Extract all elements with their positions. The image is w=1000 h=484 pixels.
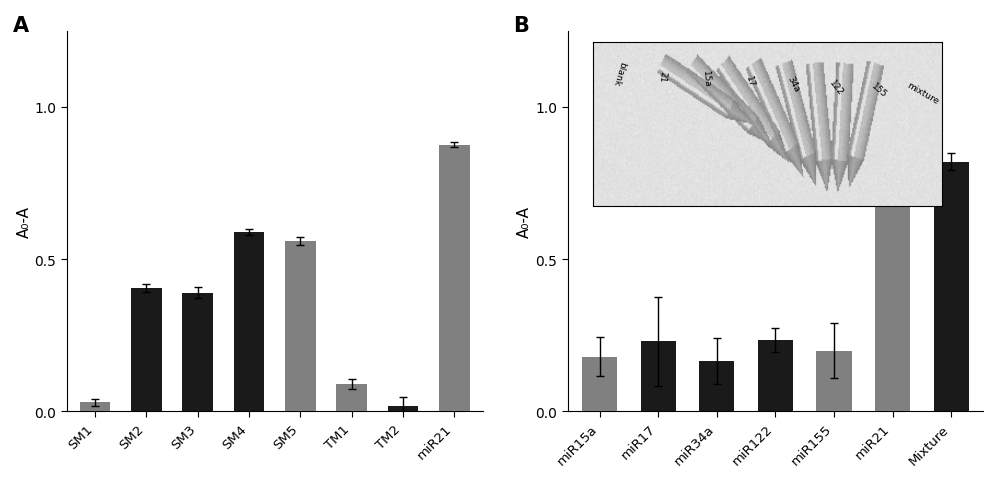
Bar [388,406,418,411]
Bar [182,293,213,411]
Bar [131,288,162,411]
Bar [816,351,852,411]
Bar [285,242,316,411]
Bar [234,232,264,411]
Text: A: A [13,16,29,36]
Bar [641,342,676,411]
Bar [439,146,470,411]
Bar [875,162,910,411]
Bar [336,384,367,411]
Bar [582,357,617,411]
Bar [699,362,734,411]
Bar [80,403,110,411]
Text: B: B [514,16,529,36]
Y-axis label: A₀-A: A₀-A [517,206,532,238]
Bar [758,340,793,411]
Y-axis label: A₀-A: A₀-A [17,206,32,238]
Bar [934,162,969,411]
